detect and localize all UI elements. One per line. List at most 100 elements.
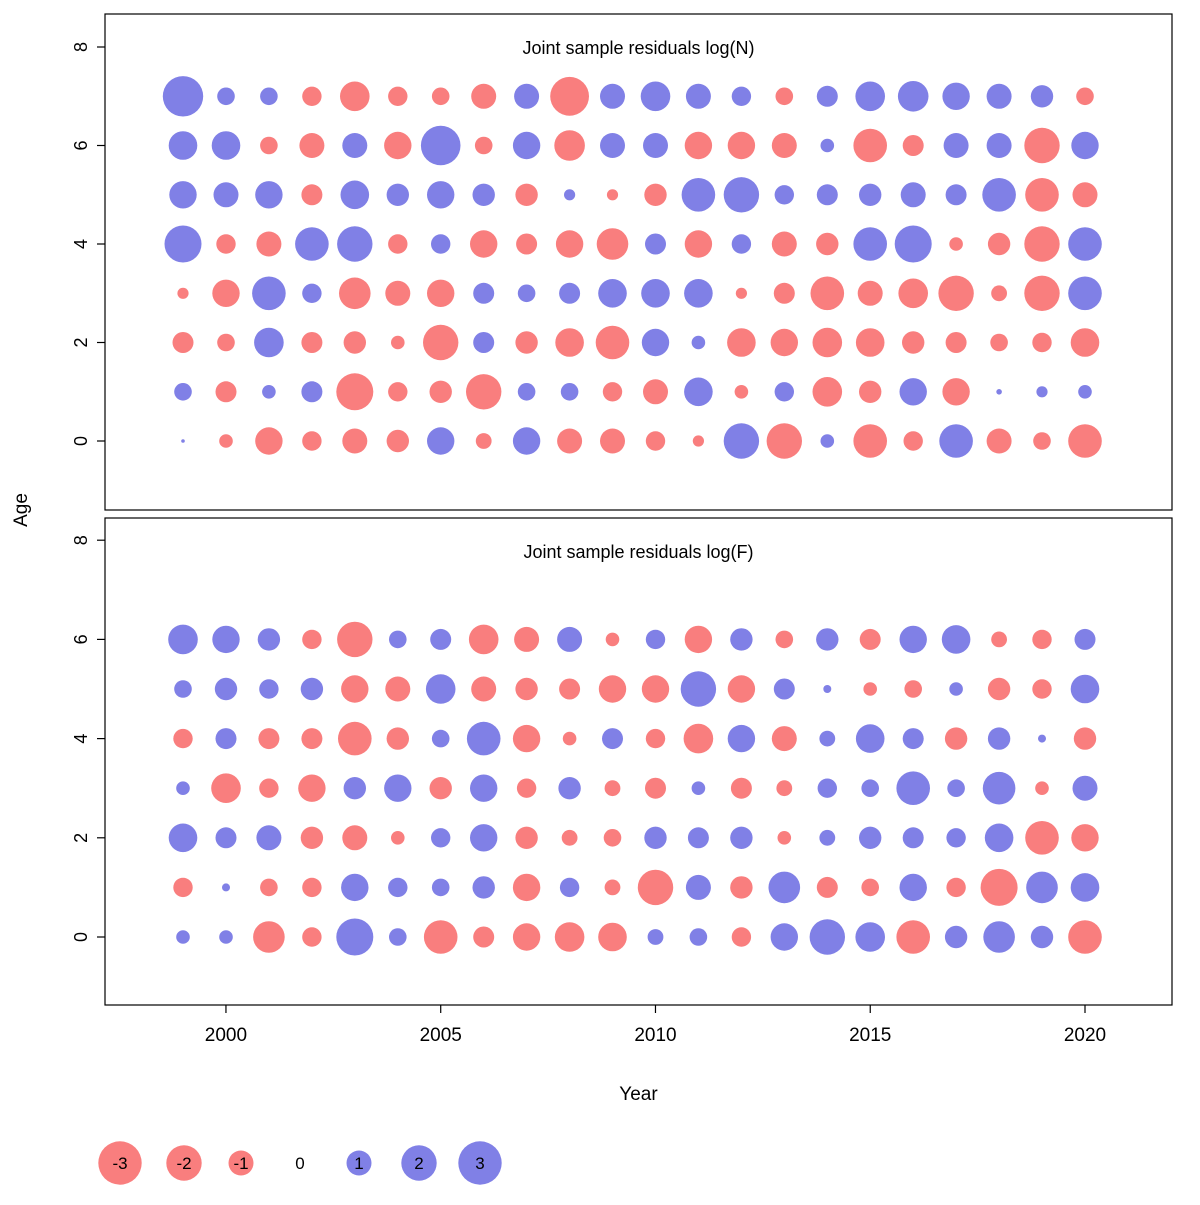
legend-bubble — [346, 1150, 372, 1176]
residual-bubble — [336, 373, 374, 411]
residual-bubble — [816, 876, 838, 898]
residual-bubble — [425, 674, 456, 704]
residual-bubble — [775, 87, 794, 106]
residual-bubble — [259, 679, 279, 699]
residual-bubble — [735, 287, 748, 299]
residual-bubble — [215, 728, 237, 750]
residual-bubble — [213, 182, 239, 208]
residual-bubble — [1072, 775, 1098, 801]
residual-bubble — [429, 777, 452, 800]
residual-bubble — [855, 328, 885, 357]
residual-bubble — [211, 131, 241, 160]
residual-bubble — [684, 279, 713, 308]
residual-bubble — [944, 925, 968, 949]
panel-title: Joint sample residuals log(N) — [522, 38, 754, 58]
residual-bubble — [600, 133, 625, 158]
residual-bubble — [820, 138, 835, 153]
residual-bubble — [982, 178, 1016, 212]
residual-bubble — [342, 825, 368, 851]
residual-bubble — [466, 374, 502, 410]
residual-bubble — [816, 184, 838, 206]
x-tick-label: 2000 — [205, 1025, 247, 1046]
residual-bubble — [343, 331, 366, 354]
residual-bubble — [1074, 628, 1096, 650]
residual-bubble — [173, 728, 193, 749]
y-tick-label: 0 — [71, 932, 91, 942]
residual-bubble — [604, 879, 621, 896]
residual-bubble — [299, 133, 325, 158]
residual-bubble — [944, 727, 968, 750]
residual-bubble — [947, 779, 965, 797]
residual-bubble — [169, 181, 197, 209]
residual-bubble — [684, 131, 713, 160]
residual-bubble — [515, 331, 538, 354]
residual-bubble — [645, 233, 666, 255]
residual-bubble — [945, 332, 967, 353]
residual-bubble — [938, 275, 974, 311]
residual-bubble — [857, 280, 883, 306]
residual-bubble — [598, 675, 627, 703]
residual-bubble — [645, 431, 666, 451]
residual-bubble — [684, 625, 713, 654]
residual-bubble — [472, 183, 495, 206]
residual-bubble — [517, 284, 536, 303]
residual-bubble — [420, 125, 461, 166]
residual-bubble — [301, 184, 323, 206]
residual-bubble — [512, 923, 541, 951]
residual-bubble — [388, 382, 408, 402]
residual-bubble — [641, 279, 670, 308]
residual-bubble — [730, 876, 753, 899]
residual-bubble — [300, 677, 324, 701]
residual-bubble — [341, 873, 369, 902]
residual-bubble — [946, 877, 966, 898]
residual-bubble — [211, 773, 241, 803]
residual-bubble — [727, 724, 756, 753]
residual-bubble — [430, 628, 452, 650]
residual-bubble — [809, 919, 845, 955]
residual-bubble — [820, 434, 835, 448]
residual-bubble — [637, 869, 674, 906]
residual-bubble — [684, 230, 713, 258]
residual-bubble — [470, 824, 498, 852]
residual-bubble — [681, 178, 716, 212]
residual-bubble — [342, 133, 368, 158]
residual-bubble — [1025, 821, 1059, 855]
y-tick-label: 6 — [71, 140, 91, 150]
residual-bubble — [168, 823, 198, 853]
residual-bubble — [302, 431, 322, 451]
residual-bubble — [176, 930, 190, 944]
residual-bubble — [336, 918, 374, 956]
residual-bubble — [168, 131, 198, 160]
residual-bubble — [853, 227, 887, 261]
legend-bubble — [228, 1150, 254, 1176]
residual-bubble — [516, 778, 537, 798]
residual-bubble — [863, 682, 877, 696]
residual-bubble — [562, 731, 577, 746]
residual-bubble — [295, 227, 329, 261]
residual-bubble — [731, 927, 752, 947]
residual-bubble — [298, 774, 326, 802]
residual-bubble — [774, 382, 794, 402]
residual-bubble — [255, 181, 283, 209]
residual-bubble — [598, 922, 627, 952]
residual-bubble — [557, 626, 583, 652]
residual-bubble — [256, 231, 282, 257]
residual-bubble — [640, 81, 671, 112]
residual-bubble — [941, 625, 971, 654]
residual-bubble — [939, 424, 973, 458]
residual-bubble — [899, 378, 927, 406]
residual-bubble — [470, 774, 498, 802]
residual-bubble — [215, 827, 237, 849]
y-tick-label: 4 — [71, 239, 91, 249]
residual-bubble — [980, 868, 1018, 906]
residual-bubble — [301, 332, 323, 353]
residual-bubble — [643, 133, 668, 158]
residual-bubble — [391, 335, 405, 350]
residual-bubble — [855, 922, 885, 952]
residual-bubble — [302, 877, 322, 898]
residual-bubble — [340, 81, 370, 112]
x-tick-label: 2020 — [1064, 1025, 1106, 1046]
residual-bubble — [514, 626, 540, 652]
residual-bubble — [1030, 85, 1054, 108]
residual-bubble — [1070, 674, 1100, 704]
